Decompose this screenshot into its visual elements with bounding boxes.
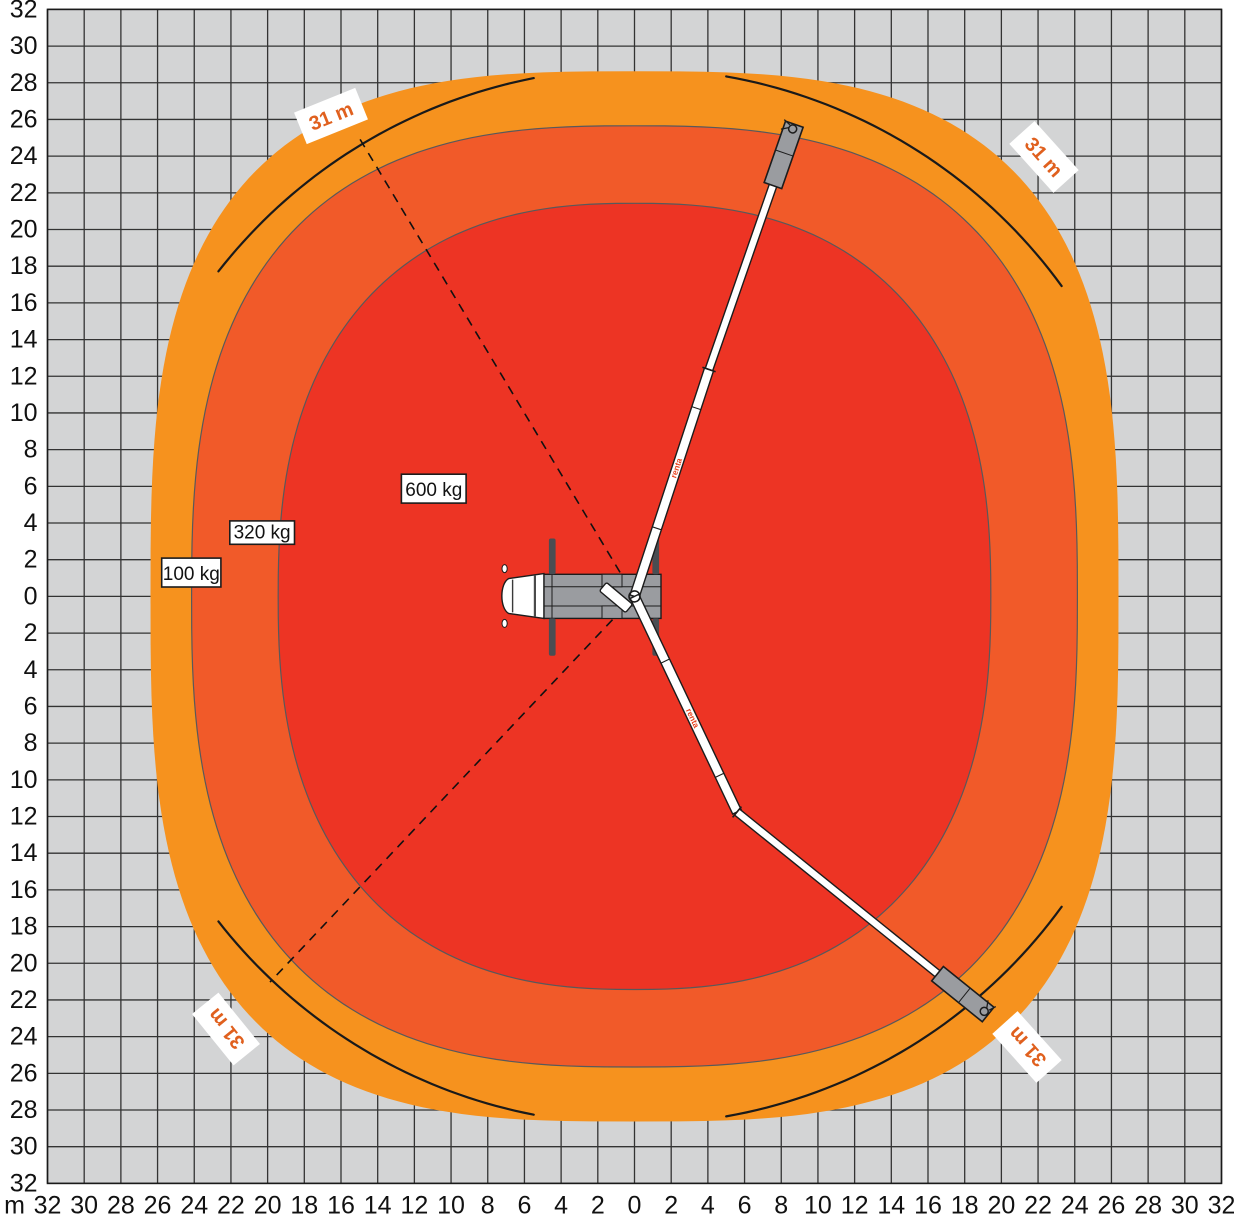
svg-text:24: 24 bbox=[10, 1023, 38, 1051]
svg-text:28: 28 bbox=[10, 69, 38, 97]
svg-text:8: 8 bbox=[774, 1191, 788, 1219]
svg-text:22: 22 bbox=[10, 179, 38, 207]
svg-text:22: 22 bbox=[10, 986, 38, 1014]
svg-text:28: 28 bbox=[10, 1096, 38, 1124]
svg-text:12: 12 bbox=[400, 1191, 428, 1219]
svg-text:8: 8 bbox=[24, 436, 38, 464]
svg-text:32: 32 bbox=[34, 1191, 62, 1219]
svg-text:22: 22 bbox=[1024, 1191, 1052, 1219]
svg-text:4: 4 bbox=[701, 1191, 715, 1219]
svg-text:26: 26 bbox=[10, 105, 38, 133]
svg-text:30: 30 bbox=[70, 1191, 98, 1219]
svg-text:32: 32 bbox=[10, 0, 38, 23]
svg-text:30: 30 bbox=[10, 32, 38, 60]
svg-text:14: 14 bbox=[10, 839, 38, 867]
svg-text:2: 2 bbox=[591, 1191, 605, 1219]
svg-text:12: 12 bbox=[841, 1191, 869, 1219]
svg-text:14: 14 bbox=[364, 1191, 392, 1219]
svg-text:20: 20 bbox=[254, 1191, 282, 1219]
svg-text:18: 18 bbox=[951, 1191, 979, 1219]
svg-text:30: 30 bbox=[10, 1133, 38, 1161]
svg-text:20: 20 bbox=[10, 216, 38, 244]
svg-text:32: 32 bbox=[1208, 1191, 1234, 1219]
svg-text:8: 8 bbox=[24, 729, 38, 757]
svg-text:10: 10 bbox=[437, 1191, 465, 1219]
svg-text:6: 6 bbox=[738, 1191, 752, 1219]
svg-text:18: 18 bbox=[290, 1191, 318, 1219]
svg-text:8: 8 bbox=[481, 1191, 495, 1219]
svg-text:m: m bbox=[4, 1191, 25, 1219]
svg-text:6: 6 bbox=[517, 1191, 531, 1219]
svg-text:2: 2 bbox=[664, 1191, 678, 1219]
svg-text:16: 16 bbox=[914, 1191, 942, 1219]
svg-text:10: 10 bbox=[10, 766, 38, 794]
svg-text:28: 28 bbox=[1134, 1191, 1162, 1219]
svg-text:10: 10 bbox=[10, 399, 38, 427]
svg-text:18: 18 bbox=[10, 913, 38, 941]
svg-text:16: 16 bbox=[10, 289, 38, 317]
svg-text:2: 2 bbox=[24, 619, 38, 647]
svg-text:24: 24 bbox=[180, 1191, 208, 1219]
svg-text:18: 18 bbox=[10, 252, 38, 280]
svg-text:600 kg: 600 kg bbox=[405, 480, 462, 501]
svg-text:0: 0 bbox=[628, 1191, 642, 1219]
svg-text:12: 12 bbox=[10, 803, 38, 831]
svg-text:16: 16 bbox=[10, 876, 38, 904]
svg-text:16: 16 bbox=[327, 1191, 355, 1219]
svg-text:6: 6 bbox=[24, 472, 38, 500]
svg-text:4: 4 bbox=[24, 656, 38, 684]
svg-text:24: 24 bbox=[10, 142, 38, 170]
svg-text:12: 12 bbox=[10, 362, 38, 390]
svg-text:14: 14 bbox=[877, 1191, 905, 1219]
svg-text:4: 4 bbox=[24, 509, 38, 537]
svg-text:26: 26 bbox=[1098, 1191, 1126, 1219]
svg-text:14: 14 bbox=[10, 326, 38, 354]
svg-text:10: 10 bbox=[804, 1191, 832, 1219]
svg-text:26: 26 bbox=[10, 1059, 38, 1087]
svg-text:20: 20 bbox=[987, 1191, 1015, 1219]
svg-text:24: 24 bbox=[1061, 1191, 1089, 1219]
svg-text:20: 20 bbox=[10, 949, 38, 977]
svg-text:0: 0 bbox=[24, 582, 38, 610]
svg-text:4: 4 bbox=[554, 1191, 568, 1219]
svg-text:320 kg: 320 kg bbox=[234, 523, 291, 544]
svg-text:6: 6 bbox=[24, 692, 38, 720]
svg-text:2: 2 bbox=[24, 546, 38, 574]
svg-text:100 kg: 100 kg bbox=[163, 564, 220, 585]
svg-text:28: 28 bbox=[107, 1191, 135, 1219]
svg-text:30: 30 bbox=[1171, 1191, 1199, 1219]
svg-text:26: 26 bbox=[144, 1191, 172, 1219]
svg-text:22: 22 bbox=[217, 1191, 245, 1219]
